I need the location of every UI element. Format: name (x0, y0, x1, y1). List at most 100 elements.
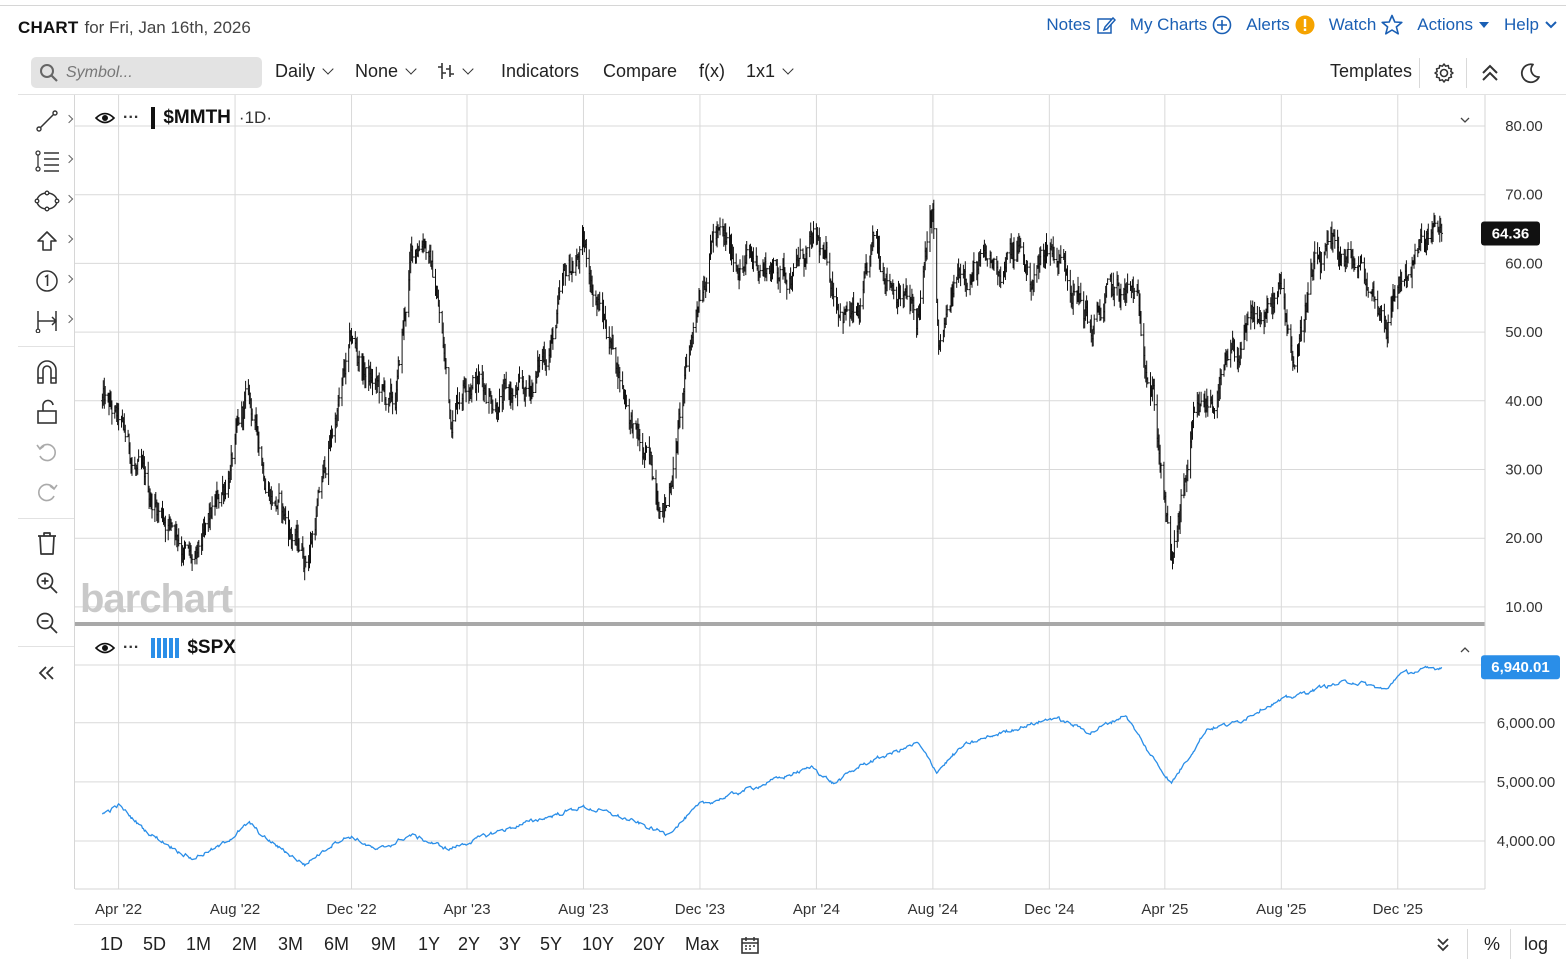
range-max[interactable]: Max (685, 934, 720, 954)
double-chevron-down-icon[interactable] (1436, 937, 1450, 953)
indicators-button[interactable]: Indicators (501, 61, 579, 82)
redo-button[interactable] (32, 477, 62, 507)
templates-button[interactable]: Templates (1330, 61, 1412, 82)
lock-tool[interactable] (32, 397, 62, 427)
log-toggle[interactable]: log (1524, 934, 1549, 954)
ohlc-bar (498, 388, 501, 413)
bar-type-dropdown[interactable] (437, 61, 474, 81)
spx-symbol: $SPX (187, 637, 236, 658)
range-1m[interactable]: 1M (186, 934, 212, 954)
chevron-right-icon (64, 194, 74, 204)
ohlc-bar (1159, 462, 1163, 479)
layout-dropdown[interactable]: 1x1 (746, 61, 794, 82)
ohlc-bar (705, 277, 708, 292)
symbol-input[interactable] (64, 62, 244, 83)
more-options-icon[interactable]: ... (123, 105, 140, 122)
ohlc-bar (1433, 215, 1437, 227)
shapes-tool[interactable] (32, 186, 74, 216)
measure-tool[interactable] (32, 306, 74, 336)
mmth-y-tick: 60.00 (1505, 255, 1543, 272)
ohlc-bar (865, 262, 869, 276)
ohlc-bar (892, 283, 895, 300)
settings-button[interactable] (1433, 62, 1455, 84)
range-3m[interactable]: 3M (278, 934, 304, 954)
overlay-label: None (355, 61, 399, 81)
spx-legend: ... $SPX (95, 635, 236, 659)
dark-mode-toggle[interactable] (1519, 62, 1541, 84)
spx-y-tick: 4,000.00 (1497, 833, 1555, 850)
overlay-dropdown[interactable]: None (355, 61, 417, 82)
ohlc-bar (1173, 530, 1176, 558)
ohlc-bar (1179, 489, 1183, 523)
notes-link[interactable]: Notes (1046, 15, 1116, 35)
mmth-y-tick: 70.00 (1505, 187, 1543, 204)
ohlc-bar (250, 408, 254, 421)
ohlc-bar (1012, 237, 1016, 270)
x-tick-label: Aug '22 (210, 901, 260, 918)
alert-badge-icon (1295, 15, 1315, 35)
watch-link[interactable]: Watch (1329, 14, 1404, 36)
interval-text: 1D (244, 108, 267, 127)
range-3y[interactable]: 3Y (499, 934, 522, 954)
ohlc-bar (411, 245, 414, 263)
page-date: for Fri, Jan 16th, 2026 (84, 18, 251, 37)
ohlc-bar (531, 382, 535, 398)
interval-dropdown[interactable]: Daily (275, 61, 334, 82)
range-2y[interactable]: 2Y (458, 934, 481, 954)
line-tool[interactable] (32, 106, 74, 136)
my-charts-label: My Charts (1129, 15, 1208, 34)
ohlc-bar (297, 538, 301, 552)
help-link[interactable]: Help (1504, 15, 1558, 35)
eye-icon[interactable] (95, 641, 115, 655)
ohlc-bar (117, 403, 120, 431)
interval-label: Daily (275, 61, 316, 81)
symbol-search[interactable] (31, 57, 262, 88)
percent-toggle[interactable]: % (1484, 934, 1501, 954)
more-options-icon[interactable]: ... (123, 635, 140, 652)
series-color-swatch (151, 107, 156, 129)
ohlc-bar (1099, 307, 1103, 321)
my-charts-link[interactable]: My Charts (1130, 15, 1232, 35)
toolbar-divider (18, 94, 1566, 95)
range-5d[interactable]: 5D (143, 934, 167, 954)
magnet-tool[interactable] (32, 357, 62, 387)
delete-drawings-button[interactable] (32, 528, 62, 558)
collapse-pane-icon[interactable] (1460, 116, 1470, 124)
arrow-tool[interactable] (32, 226, 74, 256)
ohlc-bar (852, 292, 855, 323)
chart-area[interactable]: 80.00 70.00 60.00 50.00 40.00 30.00 20.00 10.00… (74, 95, 1566, 925)
compare-button[interactable]: Compare (603, 61, 677, 82)
fx-button[interactable]: f(x) (699, 61, 725, 82)
ohlc-bar (1320, 252, 1323, 274)
ohlc-bar (899, 285, 902, 307)
zoom-out-button[interactable] (32, 608, 62, 638)
eye-icon[interactable] (95, 111, 115, 125)
ohlc-bar (992, 257, 996, 271)
zoom-in-button[interactable] (32, 568, 62, 598)
collapse-tools-button[interactable] (32, 658, 62, 688)
range-1y[interactable]: 1Y (418, 934, 441, 954)
range-9m[interactable]: 9M (371, 934, 397, 954)
range-6m[interactable]: 6M (324, 934, 350, 954)
range-5y[interactable]: 5Y (540, 934, 563, 954)
calendar-icon[interactable] (740, 935, 760, 955)
ohlc-bar (671, 456, 675, 489)
expand-pane-icon[interactable] (1460, 646, 1470, 654)
range-10y[interactable]: 10Y (582, 934, 615, 954)
actions-link[interactable]: Actions (1417, 15, 1490, 35)
notes-label: Notes (1046, 15, 1091, 34)
range-1d[interactable]: 1D (100, 934, 124, 954)
ohlc-bar (959, 263, 962, 287)
undo-button[interactable] (32, 437, 62, 467)
fib-tool[interactable] (32, 146, 74, 176)
range-20y[interactable]: 20Y (633, 934, 666, 954)
ohlc-bar (745, 241, 748, 265)
ohlc-bar (124, 424, 127, 442)
x-tick-label: Apr '23 (443, 901, 490, 918)
alerts-link[interactable]: Alerts (1246, 15, 1315, 35)
range-2m[interactable]: 2M (232, 934, 258, 954)
marker-tool[interactable] (32, 266, 74, 296)
collapse-header-button[interactable] (1480, 62, 1500, 84)
ohlc-bar (1066, 265, 1069, 291)
x-tick-label: Dec '23 (675, 901, 725, 918)
